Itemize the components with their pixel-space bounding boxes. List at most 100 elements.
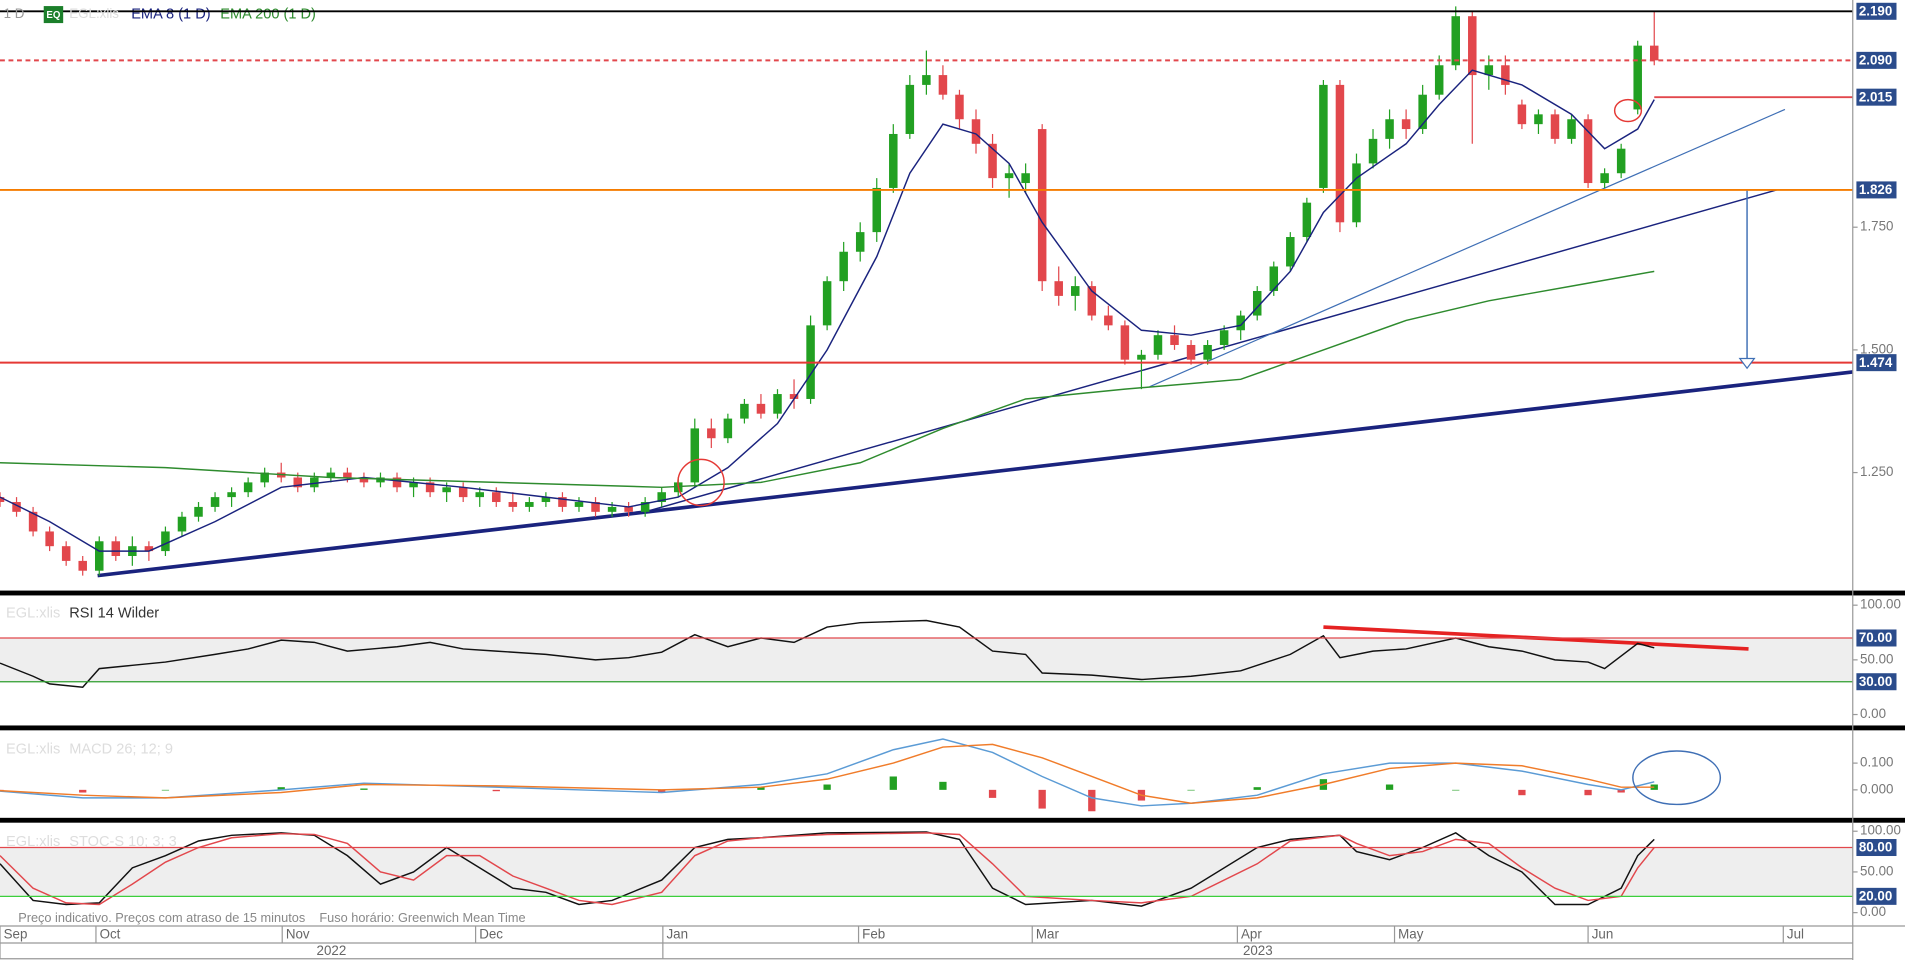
- candle-body: [1236, 315, 1245, 331]
- panel-title: STOC-S 10; 3; 3: [69, 834, 176, 850]
- projection-arrowhead: [1738, 357, 1756, 370]
- candle-body: [458, 487, 468, 498]
- candle-body: [707, 428, 716, 439]
- level-label-box: [1856, 673, 1897, 691]
- y-tick-label: 50.00: [1860, 651, 1893, 666]
- panel-separator: [0, 725, 1905, 731]
- candle-body: [1252, 291, 1262, 316]
- level-label: 2.090: [1859, 52, 1892, 67]
- candle-body: [1120, 325, 1130, 360]
- candle-body: [1451, 16, 1460, 66]
- candle-body: [1153, 335, 1163, 355]
- candle-body: [574, 502, 584, 507]
- footnote: Preço indicativo. Preços com atraso de 1…: [18, 910, 525, 925]
- candle-body: [988, 143, 997, 179]
- candle-body: [177, 516, 187, 532]
- legend-entry: EMA 200 (1 D): [220, 6, 316, 22]
- level-label-box: [1856, 51, 1897, 69]
- badge-box: [43, 6, 64, 24]
- candle-body: [1286, 237, 1295, 267]
- level-label-box: [1856, 887, 1897, 905]
- panel-symbol: EGL:xlis: [6, 606, 60, 622]
- band: [0, 637, 1853, 682]
- series-line: [0, 69, 1655, 552]
- histogram-bar: [492, 789, 500, 792]
- panel-title: MACD 26; 12; 9: [69, 742, 173, 758]
- candle-body: [1484, 65, 1494, 76]
- histogram-bar: [658, 789, 666, 793]
- x-tick-label: Sep: [4, 927, 28, 942]
- candle-body: [1319, 84, 1328, 188]
- x-tick-label: Feb: [862, 927, 885, 942]
- candle-body: [922, 75, 931, 85]
- candle-body: [442, 487, 451, 493]
- y-tick-label: 0.00: [1860, 904, 1886, 919]
- level-label: 70.00: [1859, 630, 1892, 645]
- candle-body: [376, 477, 385, 483]
- candle-body: [1418, 94, 1427, 130]
- series-line: [0, 270, 1655, 489]
- x-tick-label: May: [1398, 927, 1424, 942]
- y-tick-label: 0.100: [1860, 755, 1893, 770]
- candle-body: [1368, 138, 1378, 164]
- histogram-bar: [1088, 789, 1096, 812]
- candle-body: [1401, 119, 1411, 130]
- candle-body: [310, 477, 319, 488]
- candle-body: [938, 75, 948, 95]
- level-label: 2.015: [1859, 89, 1893, 104]
- y-tick-label: 100.00: [1860, 597, 1901, 612]
- histogram-bar: [360, 788, 368, 790]
- candle-body: [61, 546, 71, 561]
- band: [0, 847, 1853, 897]
- candle-body: [111, 541, 121, 556]
- level-label-box: [1856, 181, 1897, 199]
- trendline: [1149, 108, 1786, 388]
- candle-body: [293, 477, 303, 488]
- symbol: EGL:xlis: [69, 6, 119, 21]
- x-tick-label: Nov: [286, 927, 310, 942]
- level-label: 1.826: [1859, 182, 1892, 197]
- candle-body: [1434, 65, 1444, 95]
- candle-body: [508, 502, 518, 507]
- histogram-bar: [1253, 787, 1261, 790]
- candle-body: [1170, 335, 1179, 345]
- candle-body: [1104, 315, 1113, 326]
- candle-body: [558, 497, 567, 507]
- x-tick-label: Oct: [100, 927, 121, 942]
- candle-body: [194, 506, 203, 517]
- candle-body: [1468, 16, 1477, 76]
- histogram-bar: [823, 784, 831, 790]
- level-label-box: [1856, 354, 1897, 372]
- level-label: 80.00: [1859, 840, 1892, 855]
- candle-body: [1302, 202, 1312, 238]
- level-label: 1.474: [1859, 355, 1893, 370]
- level-label-box: [1856, 839, 1897, 857]
- candle-body: [243, 482, 253, 493]
- histogram-bar: [1187, 789, 1195, 791]
- candle-body: [210, 497, 220, 507]
- year-label: 2022: [317, 943, 347, 958]
- candle-body: [1087, 286, 1097, 316]
- legend-entry: EMA 8 (1 D): [131, 6, 210, 22]
- histogram-bar: [889, 776, 897, 790]
- candle-body: [1004, 173, 1014, 179]
- candle-body: [1219, 330, 1229, 345]
- candle-body: [343, 472, 352, 478]
- candle-body: [855, 232, 865, 252]
- histogram-bar: [757, 787, 765, 790]
- candle-body: [95, 541, 104, 571]
- candle-body: [12, 502, 21, 512]
- candle-body: [1186, 344, 1196, 360]
- candle-body: [161, 531, 170, 552]
- candle-body: [740, 403, 749, 419]
- annotation-circle: [1613, 98, 1643, 123]
- candle-body: [78, 560, 87, 571]
- candle-body: [839, 251, 848, 282]
- candle-body: [359, 477, 369, 483]
- y-tick-label: 1.750: [1860, 219, 1893, 234]
- candle-body: [889, 133, 898, 188]
- histogram-bar: [79, 789, 87, 793]
